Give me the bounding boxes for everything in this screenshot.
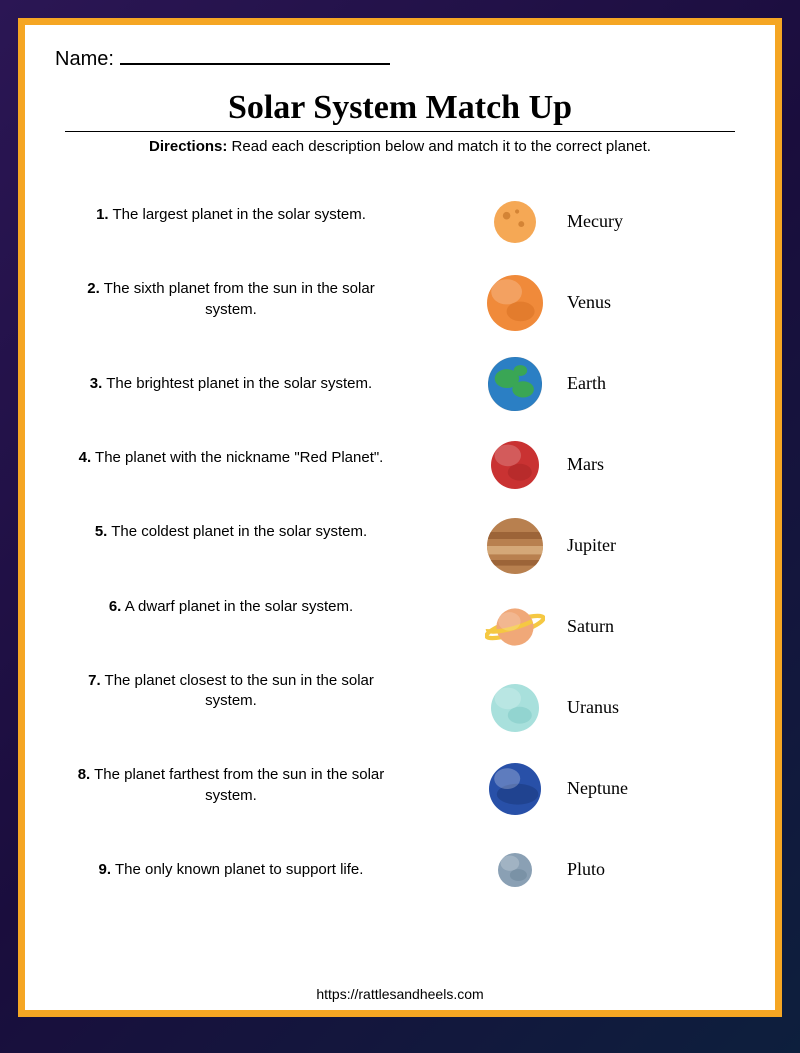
venus-icon xyxy=(485,273,545,333)
planet-label: Saturn xyxy=(567,616,614,637)
description-item: 9. The only known planet to support life… xyxy=(61,860,401,880)
description-text: The planet farthest from the sun in the … xyxy=(90,766,384,803)
description-text: A dwarf planet in the solar system. xyxy=(121,598,353,615)
planet-label: Earth xyxy=(567,373,606,394)
description-number: 6. xyxy=(109,598,122,615)
description-number: 7. xyxy=(88,672,101,689)
planet-row: Mars xyxy=(485,424,745,505)
pluto-icon xyxy=(485,840,545,900)
description-item: 3. The brightest planet in the solar sys… xyxy=(61,374,401,394)
name-input-line[interactable] xyxy=(120,43,390,65)
descriptions-column: 1. The largest planet in the solar syste… xyxy=(55,181,465,934)
description-text: The largest planet in the solar system. xyxy=(109,206,366,223)
description-number: 5. xyxy=(95,523,108,540)
planet-label: Uranus xyxy=(567,697,619,718)
directions: Directions: Read each description below … xyxy=(55,138,745,155)
description-text: The coldest planet in the solar system. xyxy=(107,523,367,540)
description-number: 9. xyxy=(99,861,112,878)
worksheet-title: Solar System Match Up xyxy=(55,89,745,127)
saturn-icon xyxy=(485,597,545,657)
description-text: The brightest planet in the solar system… xyxy=(102,375,372,392)
planet-row: Pluto xyxy=(485,829,745,910)
description-item: 2. The sixth planet from the sun in the … xyxy=(61,279,401,320)
name-label: Name: xyxy=(55,48,114,71)
directions-text: Read each description below and match it… xyxy=(227,138,651,155)
uranus-icon xyxy=(485,678,545,738)
description-number: 2. xyxy=(87,280,100,297)
planet-label: Jupiter xyxy=(567,535,616,556)
description-number: 1. xyxy=(96,206,109,223)
planet-row: Neptune xyxy=(485,748,745,829)
worksheet-frame: Name: Solar System Match Up Directions: … xyxy=(18,18,782,1017)
description-text: The planet with the nickname "Red Planet… xyxy=(91,449,383,466)
description-item: 8. The planet farthest from the sun in t… xyxy=(61,765,401,806)
description-item: 4. The planet with the nickname "Red Pla… xyxy=(61,448,401,468)
description-item: 6. A dwarf planet in the solar system. xyxy=(61,597,401,617)
planet-row: Jupiter xyxy=(485,505,745,586)
planet-label: Venus xyxy=(567,292,611,313)
planet-label: Neptune xyxy=(567,778,628,799)
description-item: 1. The largest planet in the solar syste… xyxy=(61,205,401,225)
neptune-icon xyxy=(485,759,545,819)
content-columns: 1. The largest planet in the solar syste… xyxy=(55,181,745,934)
mars-icon xyxy=(485,435,545,495)
description-item: 7. The planet closest to the sun in the … xyxy=(61,671,401,712)
description-text: The only known planet to support life. xyxy=(111,861,363,878)
footer-url: https://rattlesandheels.com xyxy=(25,986,775,1002)
description-number: 4. xyxy=(79,449,92,466)
planet-row: Saturn xyxy=(485,586,745,667)
planet-row: Uranus xyxy=(485,667,745,748)
title-underline xyxy=(65,131,735,132)
mercury-icon xyxy=(485,192,545,252)
earth-icon xyxy=(485,354,545,414)
jupiter-icon xyxy=(485,516,545,576)
description-item: 5. The coldest planet in the solar syste… xyxy=(61,522,401,542)
planet-row: Earth xyxy=(485,343,745,424)
name-field-row: Name: xyxy=(55,43,745,71)
description-text: The sixth planet from the sun in the sol… xyxy=(100,280,375,317)
planet-label: Mars xyxy=(567,454,604,475)
planet-row: Venus xyxy=(485,262,745,343)
planets-column: Mecury Venus Earth Mars Jupiter Saturn U… xyxy=(485,181,745,934)
description-number: 8. xyxy=(78,766,91,783)
planet-label: Pluto xyxy=(567,859,605,880)
planet-label: Mecury xyxy=(567,211,623,232)
directions-label: Directions: xyxy=(149,138,227,155)
description-number: 3. xyxy=(90,375,103,392)
planet-row: Mecury xyxy=(485,181,745,262)
description-text: The planet closest to the sun in the sol… xyxy=(101,672,374,709)
